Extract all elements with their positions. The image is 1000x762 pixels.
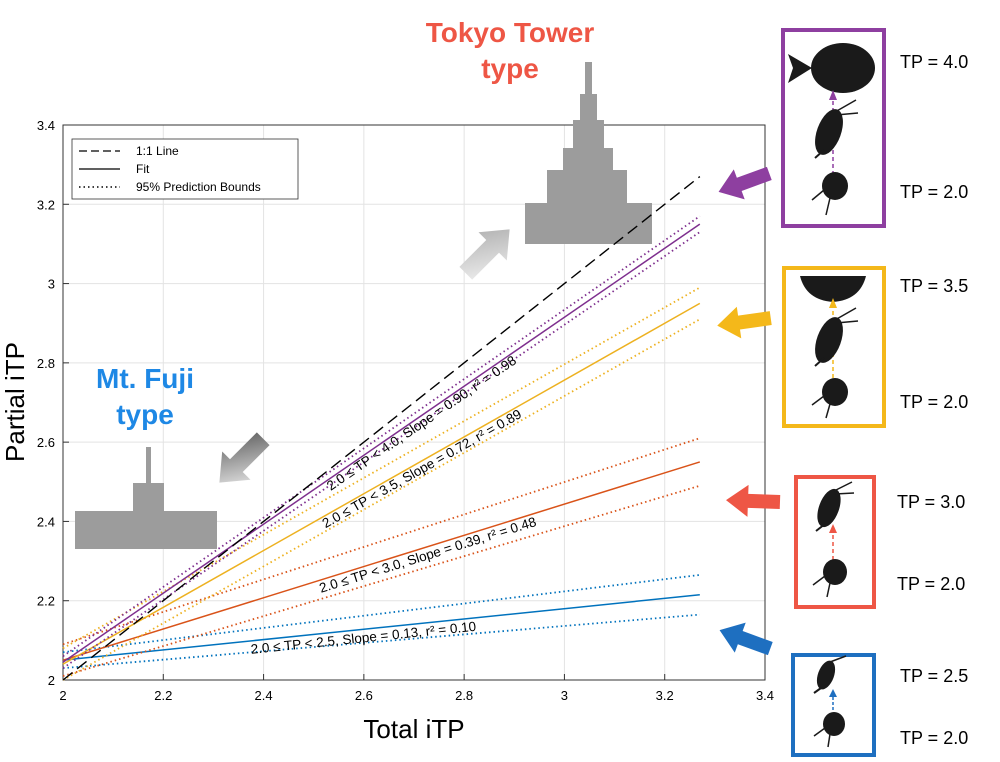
x-tick-label: 3.2 [656, 688, 674, 703]
x-tick-label: 2.6 [355, 688, 373, 703]
arrow-down-left-icon [219, 432, 270, 483]
prediction-bound-lower [62, 484, 701, 677]
flatfish-icon [788, 43, 875, 93]
x-tick-label: 3 [561, 688, 568, 703]
panel-top-label: TP = 2.5 [900, 666, 968, 686]
legend: 1:1 Line Fit 95% Prediction Bounds [71, 138, 299, 200]
panel-top-label: TP = 3.0 [897, 492, 965, 512]
fit-line [62, 461, 701, 661]
y-tick-label: 2.6 [37, 435, 55, 450]
shrimp-icon [814, 99, 859, 159]
panel-bottom-label: TP = 2.0 [897, 574, 965, 594]
fit-line [62, 594, 700, 661]
prediction-bound-upper [62, 574, 700, 654]
red-arrow-icon [726, 484, 781, 517]
prediction-bound-lower [62, 613, 700, 670]
copepod-icon [812, 559, 847, 598]
x-tick-label: 3.4 [756, 688, 774, 703]
panel-bottom-label: TP = 2.0 [900, 728, 968, 748]
y-tick-label: 2.4 [37, 514, 55, 529]
panel-tp35: TP = 3.5 TP = 2.0 [782, 266, 968, 428]
link-arrowhead-icon [829, 298, 837, 308]
x-tick-labels: 2 2.2 2.4 2.6 2.8 3 3.2 3.4 [59, 688, 774, 703]
yellow-arrow-icon [717, 306, 772, 339]
shrimp-icon [815, 481, 855, 532]
y-tick-label: 3 [48, 277, 55, 292]
copepod-icon [813, 712, 845, 748]
legend-label-identity: 1:1 Line [136, 144, 179, 158]
plot-frame [62, 124, 766, 681]
panel-tp4: TP = 4.0 TP = 2.0 [781, 28, 968, 228]
x-tick-label: 2.8 [455, 688, 473, 703]
x-tick-label: 2.2 [154, 688, 172, 703]
chart-lines [62, 175, 701, 681]
tokyo-tower-title: Tokyo Tower type [426, 17, 595, 84]
panel-tp3: TP = 3.0 TP = 2.0 [794, 475, 965, 609]
shrimp-icon [814, 307, 859, 367]
mt-fuji-title: Mt. Fuji type [96, 363, 194, 430]
link-arrowhead-icon [829, 90, 837, 100]
y-tick-label: 3.4 [37, 118, 55, 133]
x-tick-label: 2 [59, 688, 66, 703]
y-axis-title: Partial iTP [0, 342, 30, 462]
mt-fuji-title-line2: type [116, 399, 174, 430]
panel-bottom-label: TP = 2.0 [900, 392, 968, 412]
y-tick-label: 2.8 [37, 356, 55, 371]
x-tick-label: 2.4 [255, 688, 273, 703]
panel-bottom-label: TP = 2.0 [900, 182, 968, 202]
shrimp-icon [813, 655, 847, 694]
purple-arrow-icon [718, 166, 772, 200]
arrow-up-right-icon [459, 229, 510, 280]
prediction-bound-upper [62, 215, 701, 657]
panel-tp25: TP = 2.5 TP = 2.0 [791, 653, 968, 757]
link-arrowhead-icon [829, 689, 837, 697]
blue-arrow-icon [719, 622, 773, 656]
tokyo-tower-silhouette [525, 62, 652, 244]
y-tick-label: 3.2 [37, 197, 55, 212]
x-axis-title: Total iTP [363, 714, 464, 744]
link-arrowhead-icon [829, 524, 837, 533]
legend-label-bounds: 95% Prediction Bounds [136, 180, 261, 194]
fit-line [62, 223, 701, 663]
tokyo-tower-title-line2: type [481, 53, 539, 84]
prediction-bound-upper [62, 286, 701, 650]
mt-fuji-title-line1: Mt. Fuji [96, 363, 194, 394]
legend-label-fit: Fit [136, 162, 150, 176]
y-tick-label: 2.2 [37, 594, 55, 609]
y-tick-label: 2 [48, 673, 55, 688]
y-tick-labels: 2 2.2 2.4 2.6 2.8 3 3.2 3.4 [37, 118, 55, 688]
panel-top-label: TP = 4.0 [900, 52, 968, 72]
mt-fuji-silhouette [75, 447, 217, 549]
panel-top-label: TP = 3.5 [900, 276, 968, 296]
prediction-bound-lower [62, 318, 701, 681]
flatfish-icon [800, 276, 866, 302]
food-chain-panels: TP = 4.0 TP = 2.0 TP = 3.5 TP = [781, 28, 968, 757]
copepod-icon [811, 172, 848, 216]
copepod-icon [811, 378, 848, 419]
tokyo-tower-title-line1: Tokyo Tower [426, 17, 595, 48]
fit-line [62, 302, 701, 665]
identity-line [62, 175, 701, 681]
